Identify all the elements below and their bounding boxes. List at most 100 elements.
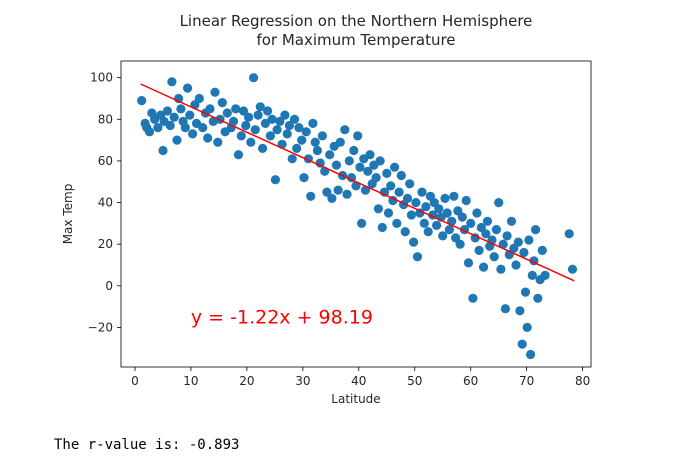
data-point <box>301 127 311 137</box>
data-point <box>482 216 493 226</box>
data-point <box>394 187 404 197</box>
data-point <box>386 181 396 191</box>
chart-title: Linear Regression on the Northern Hemisp… <box>180 12 533 49</box>
r-value-output: The r-value is: -0.893 <box>54 437 240 453</box>
data-point <box>517 339 527 349</box>
data-point <box>287 154 297 164</box>
data-point <box>481 229 491 239</box>
data-point <box>417 187 427 197</box>
data-point <box>522 322 532 332</box>
data-point <box>275 116 285 126</box>
data-point <box>167 77 177 87</box>
data-point <box>263 106 273 116</box>
data-point <box>233 150 244 160</box>
data-point <box>353 131 363 141</box>
data-point <box>511 260 521 270</box>
data-point <box>137 96 147 106</box>
data-point <box>442 208 452 218</box>
data-point <box>463 258 474 268</box>
data-point <box>244 112 254 122</box>
y-axis-ticks: −20 0 20 40 60 80 100 <box>88 71 121 334</box>
x-axis-ticks: 0 10 20 30 40 50 60 70 80 <box>131 367 590 388</box>
x-tick-label: 50 <box>407 374 422 388</box>
data-point <box>371 173 381 183</box>
data-point <box>249 73 259 83</box>
data-point <box>421 202 431 212</box>
data-point <box>315 158 325 168</box>
data-point <box>331 160 341 170</box>
data-point <box>438 231 448 241</box>
data-point <box>402 193 413 203</box>
data-point <box>213 137 223 147</box>
data-point <box>284 120 294 131</box>
data-point <box>176 104 186 114</box>
data-point <box>205 104 215 114</box>
data-point <box>540 270 550 280</box>
data-point <box>396 170 406 181</box>
data-point <box>198 123 208 133</box>
data-point <box>434 204 444 214</box>
data-point <box>498 239 508 249</box>
data-point <box>524 235 534 245</box>
data-point <box>238 106 249 116</box>
y-tick-label: 100 <box>90 71 113 85</box>
data-point <box>203 133 213 143</box>
data-point <box>265 131 275 141</box>
data-point <box>294 123 304 133</box>
regression-line <box>140 83 575 282</box>
data-point <box>165 120 175 131</box>
data-point <box>306 191 316 201</box>
data-point <box>340 125 350 135</box>
x-tick-label: 60 <box>463 374 478 388</box>
data-point <box>461 195 471 206</box>
data-point <box>526 349 536 360</box>
data-point <box>349 145 359 156</box>
x-axis-label: Latitude <box>331 392 380 406</box>
data-point <box>392 218 402 228</box>
data-point <box>270 175 280 185</box>
x-tick-label: 40 <box>351 374 366 388</box>
data-point <box>327 193 337 203</box>
data-point <box>519 247 529 258</box>
data-point <box>258 143 268 153</box>
x-tick-label: 30 <box>295 374 310 388</box>
data-point <box>489 252 499 262</box>
data-point <box>472 208 482 218</box>
x-tick-label: 70 <box>519 374 534 388</box>
plot-area <box>120 60 592 368</box>
data-point <box>365 150 375 160</box>
data-point <box>491 225 501 235</box>
data-point <box>282 129 292 139</box>
data-point <box>533 293 543 303</box>
data-point <box>312 145 322 156</box>
data-point <box>236 131 246 141</box>
data-point <box>253 110 263 120</box>
data-point <box>531 225 541 235</box>
data-point <box>415 208 425 218</box>
data-point <box>185 110 195 120</box>
data-point <box>496 264 506 274</box>
data-point <box>466 218 476 228</box>
y-tick-label: 60 <box>98 154 113 168</box>
regression-equation: y = -1.22x + 98.19 <box>191 306 373 328</box>
scatter-chart: 0 10 20 30 40 50 60 70 80 −20 0 20 40 60 80 100 y = -1… <box>61 12 592 406</box>
data-point <box>217 98 227 108</box>
data-point <box>255 102 265 112</box>
data-point <box>406 210 416 220</box>
data-point <box>210 87 220 97</box>
data-point <box>260 118 270 128</box>
data-point <box>375 156 385 166</box>
data-point <box>272 125 282 135</box>
data-point <box>363 166 373 176</box>
data-point <box>411 198 421 208</box>
data-point <box>250 125 260 135</box>
data-point <box>342 189 352 199</box>
data-point <box>297 135 307 145</box>
data-point <box>457 212 467 222</box>
data-point <box>344 156 354 166</box>
data-point <box>405 179 415 189</box>
data-point <box>515 306 525 316</box>
data-point <box>564 229 574 239</box>
y-tick-label: −20 <box>88 320 113 334</box>
data-point <box>494 198 504 208</box>
